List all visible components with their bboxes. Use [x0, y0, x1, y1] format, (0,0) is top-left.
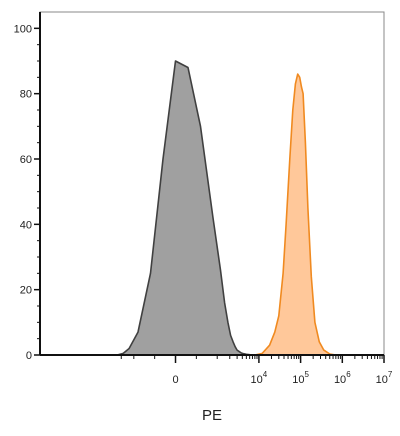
x-axis-title: PE — [202, 407, 222, 424]
y-tick-label: 60 — [20, 154, 32, 166]
x-tick-label: 106 — [334, 370, 351, 386]
y-tick-label: 20 — [20, 285, 32, 297]
y-tick-label: 80 — [20, 89, 32, 101]
y-axis-ticks: 0 20 40 60 80 100 — [14, 23, 40, 362]
x-tick-label: 105 — [292, 370, 309, 386]
x-axis-ticks: 0 104 105 106 107 — [120, 355, 393, 386]
x-tick-label: 107 — [376, 370, 393, 386]
y-tick-label: 100 — [14, 23, 32, 35]
x-tick-label: 104 — [251, 370, 268, 386]
y-tick-label: 0 — [26, 350, 32, 362]
series-1-outline — [254, 73, 336, 356]
series-layer — [116, 60, 336, 356]
x-tick-label: 0 — [172, 374, 178, 386]
series-1-area — [254, 74, 336, 355]
series-0-area — [117, 61, 257, 355]
series-0-outline — [116, 60, 258, 356]
y-tick-label: 40 — [20, 219, 32, 231]
